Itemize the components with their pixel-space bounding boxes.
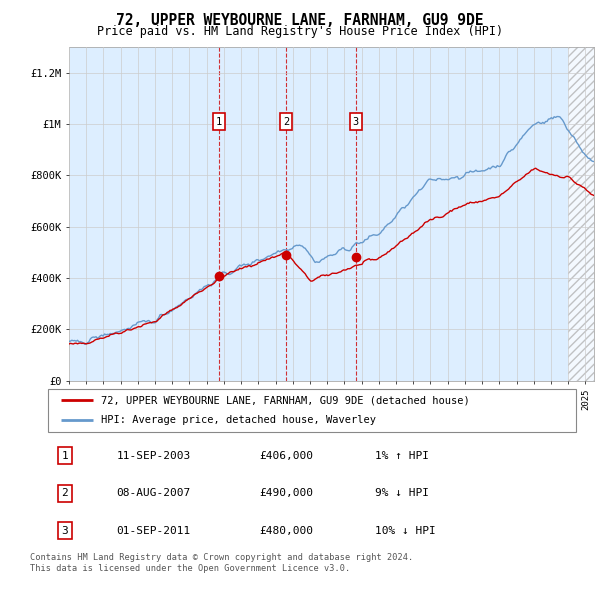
Text: HPI: Average price, detached house, Waverley: HPI: Average price, detached house, Wave… [101, 415, 376, 425]
Text: 08-AUG-2007: 08-AUG-2007 [116, 489, 191, 498]
Text: 1% ↑ HPI: 1% ↑ HPI [376, 451, 430, 461]
Text: Price paid vs. HM Land Registry's House Price Index (HPI): Price paid vs. HM Land Registry's House … [97, 25, 503, 38]
Text: 1: 1 [62, 451, 68, 461]
Text: 2: 2 [62, 489, 68, 498]
Text: Contains HM Land Registry data © Crown copyright and database right 2024.
This d: Contains HM Land Registry data © Crown c… [30, 553, 413, 573]
Text: £490,000: £490,000 [259, 489, 313, 498]
Text: 2: 2 [283, 117, 289, 127]
FancyBboxPatch shape [48, 389, 576, 432]
Text: £480,000: £480,000 [259, 526, 313, 536]
Text: 1: 1 [216, 117, 222, 127]
Text: 3: 3 [62, 526, 68, 536]
Text: 10% ↓ HPI: 10% ↓ HPI [376, 526, 436, 536]
Text: 72, UPPER WEYBOURNE LANE, FARNHAM, GU9 9DE (detached house): 72, UPPER WEYBOURNE LANE, FARNHAM, GU9 9… [101, 395, 470, 405]
Text: £406,000: £406,000 [259, 451, 313, 461]
Text: 01-SEP-2011: 01-SEP-2011 [116, 526, 191, 536]
Bar [568, 47, 594, 381]
Text: 3: 3 [353, 117, 359, 127]
Text: 9% ↓ HPI: 9% ↓ HPI [376, 489, 430, 498]
Text: 11-SEP-2003: 11-SEP-2003 [116, 451, 191, 461]
Text: 72, UPPER WEYBOURNE LANE, FARNHAM, GU9 9DE: 72, UPPER WEYBOURNE LANE, FARNHAM, GU9 9… [116, 13, 484, 28]
